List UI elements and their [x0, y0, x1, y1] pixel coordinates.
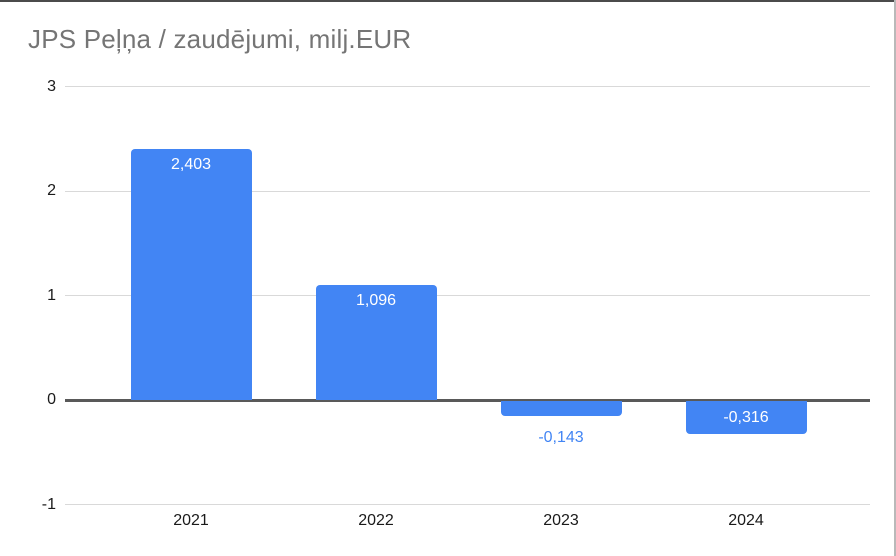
y-axis-tick-1: 1	[47, 286, 56, 304]
bar-value-label-2021: 2,403	[170, 155, 212, 173]
window-right-border	[894, 0, 896, 556]
bar-value-label-2022: 1,096	[355, 292, 397, 310]
y-axis-tick--1: -1	[41, 495, 56, 513]
y-axis-tick-0: 0	[47, 391, 56, 408]
window-top-border	[0, 0, 896, 2]
x-axis-tick-2023: 2023	[543, 512, 579, 529]
gridline-2	[65, 190, 870, 192]
gridline-1	[65, 295, 870, 296]
gridline-0	[65, 399, 870, 402]
gridline-3	[65, 86, 870, 87]
y-axis-tick-2: 2	[47, 182, 56, 199]
gridline--1	[65, 504, 870, 505]
bar-value-label-2023: -0,143	[538, 428, 584, 446]
x-axis-tick-2021: 2021	[173, 512, 209, 529]
bar-2021	[130, 148, 252, 400]
bar-2022	[315, 285, 437, 400]
bar-value-label-2024: -0,316	[723, 408, 769, 426]
chart-title: JPS Peļņa / zaudējumi, milj.EUR	[28, 24, 412, 54]
bar-2024	[685, 401, 807, 435]
x-axis-tick-2024: 2024	[728, 512, 764, 529]
x-axis-tick-2022: 2022	[358, 512, 394, 529]
bar-2023	[500, 401, 622, 416]
y-axis-tick-3: 3	[47, 77, 56, 95]
